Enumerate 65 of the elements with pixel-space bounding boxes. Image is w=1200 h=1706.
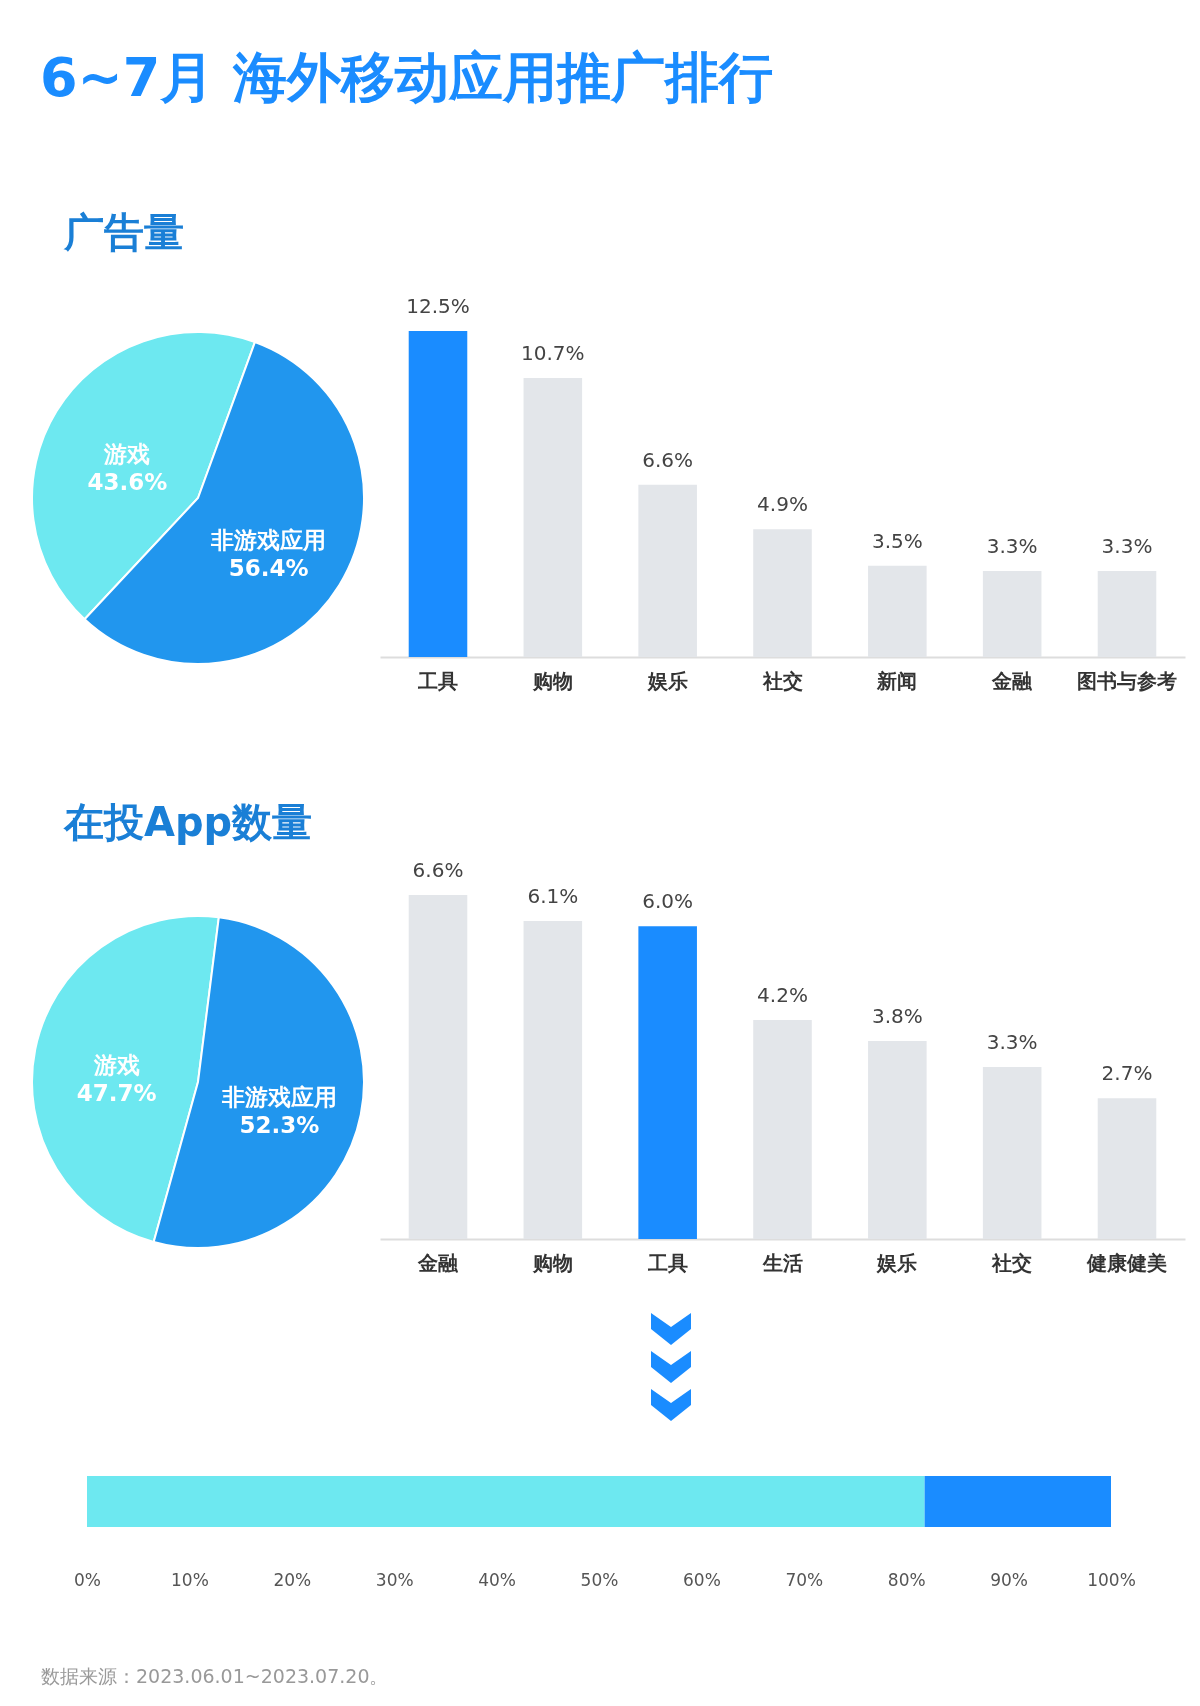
bar xyxy=(408,331,468,657)
data-label: 6.6% xyxy=(412,858,464,882)
data-label: 10.7% xyxy=(521,340,585,365)
data-label: 43.6% xyxy=(87,468,168,495)
chart-subtitle: 广告量 xyxy=(64,208,184,257)
x-tick-label: 10% xyxy=(171,1569,209,1590)
data-label: 3.5% xyxy=(871,528,923,553)
data-label: 12.5% xyxy=(406,294,470,318)
x-tick-label: 社交 xyxy=(761,668,803,693)
bar xyxy=(408,895,468,1239)
x-tick-label: 金融 xyxy=(416,1250,459,1275)
x-tick-label: 新闻 xyxy=(876,668,918,693)
data-label: 47.7% xyxy=(76,1079,157,1106)
data-label: 6.1% xyxy=(527,884,579,909)
x-tick-label: 70% xyxy=(785,1569,824,1590)
source-note: 数据来源：2023.06.01~2023.07.20。 xyxy=(41,1664,389,1689)
bar xyxy=(982,570,1042,657)
x-tick-label: 60% xyxy=(683,1569,721,1590)
slice-label: 非游戏应用 xyxy=(210,527,327,554)
data-label: 4.2% xyxy=(757,983,808,1008)
bar xyxy=(982,1067,1042,1239)
x-tick-label: 30% xyxy=(375,1569,414,1590)
x-tick-label: 80% xyxy=(887,1569,926,1590)
data-label: 3.3% xyxy=(1101,533,1153,558)
x-tick-label: 90% xyxy=(990,1569,1028,1590)
x-tick-label: 生活 xyxy=(761,1250,803,1275)
x-tick-label: 图书与参考 xyxy=(1077,668,1178,693)
data-label: 52.3% xyxy=(239,1112,320,1139)
x-tick-label: 50% xyxy=(580,1569,619,1590)
bar xyxy=(753,529,812,657)
x-tick-label: 金融 xyxy=(991,668,1034,693)
data-label: 6.0% xyxy=(642,889,694,914)
x-tick-label: 娱乐 xyxy=(876,1250,918,1275)
x-tick-label: 购物 xyxy=(531,1250,573,1275)
slice-label: 游戏 xyxy=(92,1051,140,1078)
data-label: 3.3% xyxy=(986,533,1038,558)
x-tick-label: 购物 xyxy=(531,668,573,693)
slice-label: 非游戏应用 xyxy=(220,1084,337,1111)
x-tick-label: 工具 xyxy=(646,1250,688,1275)
x-tick-label: 0% xyxy=(74,1569,101,1590)
bar xyxy=(868,565,927,657)
x-tick-label: 40% xyxy=(478,1569,516,1590)
bar xyxy=(1097,570,1157,657)
data-label: 3.8% xyxy=(871,1003,923,1028)
x-tick-label: 工具 xyxy=(416,668,458,693)
x-tick-label: 20% xyxy=(273,1569,312,1590)
slice-label: 游戏 xyxy=(103,440,151,467)
x-tick-label: 健康健美 xyxy=(1086,1250,1168,1275)
bar xyxy=(523,921,583,1239)
x-tick-label: 娱乐 xyxy=(646,668,688,693)
data-label: 6.6% xyxy=(642,447,694,472)
x-tick-label: 100% xyxy=(1087,1569,1136,1590)
bar xyxy=(638,926,697,1239)
bar xyxy=(753,1020,812,1239)
x-tick-label: 社交 xyxy=(991,1250,1033,1275)
data-label: 3.3% xyxy=(986,1030,1038,1054)
data-label: 56.4% xyxy=(228,555,309,582)
bar xyxy=(523,377,583,657)
bar xyxy=(868,1040,927,1239)
data-label: 2.7% xyxy=(1101,1061,1153,1086)
data-label: 4.9% xyxy=(757,492,808,517)
bar xyxy=(638,484,697,657)
chart-title: 6~7月 海外移动应用推广排行 xyxy=(40,45,774,111)
chart-subtitle: 在投App数量 xyxy=(64,798,313,847)
bar xyxy=(1097,1098,1157,1239)
